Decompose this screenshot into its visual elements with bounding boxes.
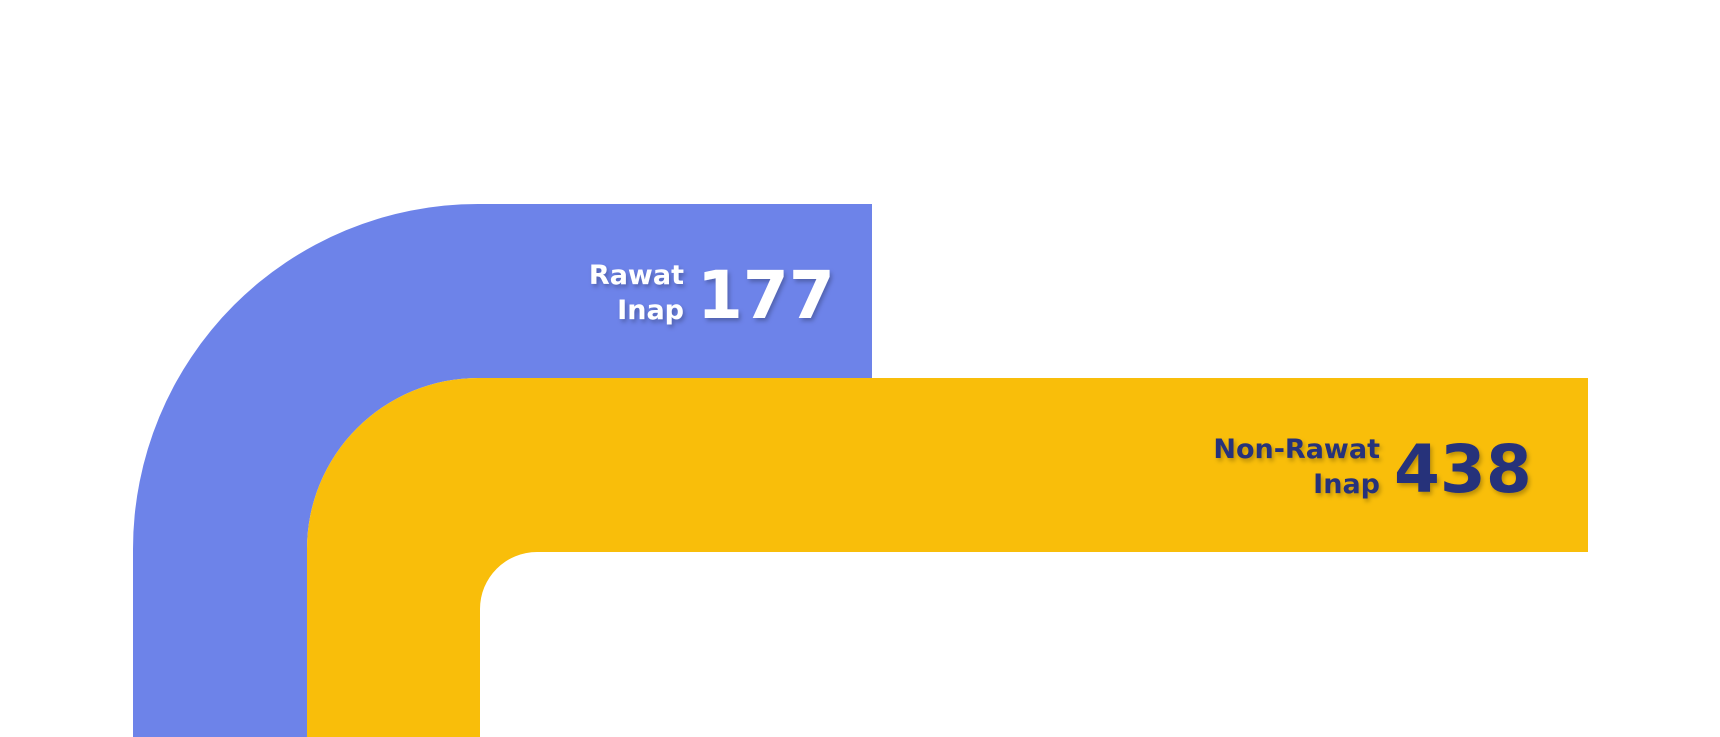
value-rawat-inap: 177 [697,257,835,334]
band-non-rawat-inap [307,378,1588,737]
label-non-rawat-inap-line2: Inap [1313,469,1380,500]
label-non-rawat-inap: Non-Rawat Inap 438 [1213,431,1531,508]
label-rawat-inap-line2: Inap [617,295,684,326]
label-rawat-inap: Rawat Inap 177 [589,257,835,334]
label-non-rawat-inap-line1: Non-Rawat [1213,434,1380,465]
label-rawat-inap-line1: Rawat [589,260,684,291]
value-non-rawat-inap: 438 [1394,431,1532,508]
band-rawat-inap [133,204,872,737]
